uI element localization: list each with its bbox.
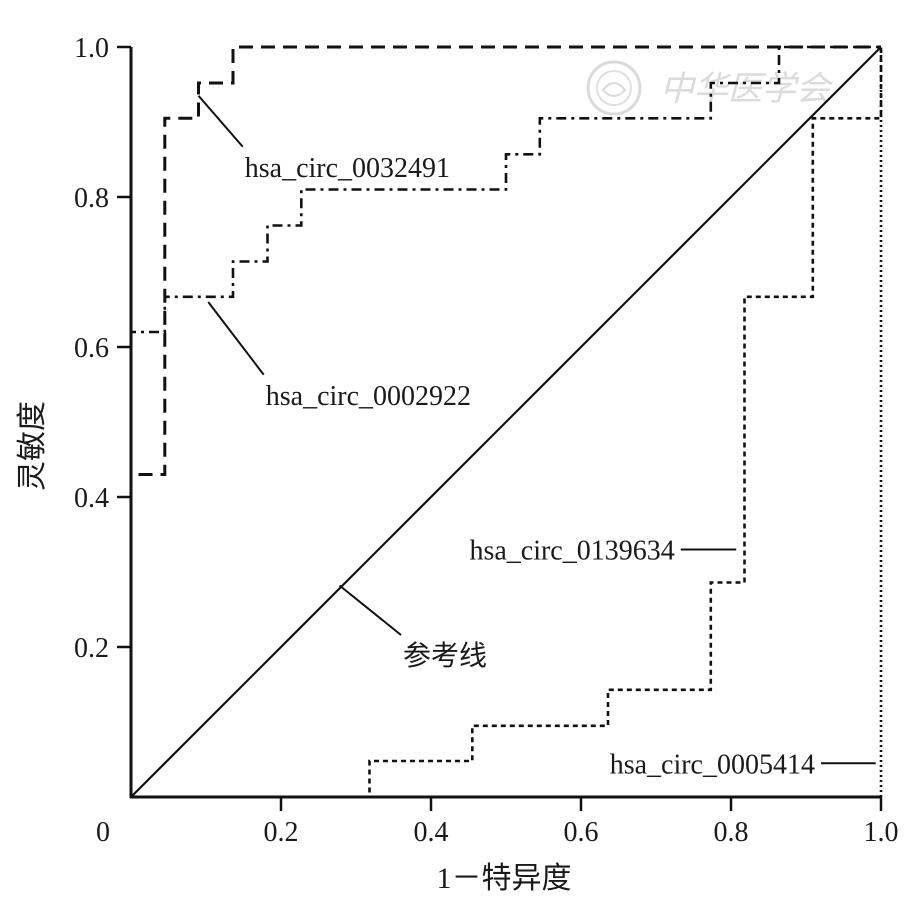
series-line-hsa-circ-0139634 xyxy=(131,47,883,799)
axes: 0 0.2 0.4 0.6 0.8 1.0 0.2 0.4 0.6 0.8 1.0 1－特异度 灵敏度 xyxy=(16,33,899,895)
annotation-reference-line: 参考线 xyxy=(403,640,487,672)
y-tick-label: 0.8 xyxy=(74,183,109,214)
society-seal-icon xyxy=(586,60,642,116)
x-axis-label: 1－特异度 xyxy=(437,862,572,895)
series-line-reference xyxy=(130,46,882,798)
x-tick-label: 0.6 xyxy=(564,817,599,848)
x-tick-label: 0.2 xyxy=(264,817,299,848)
y-tick-label: 0.6 xyxy=(74,333,109,364)
leader-line-hsa-circ-0002922 xyxy=(207,301,265,376)
y-tick-label: 0.4 xyxy=(74,483,109,514)
annotation-hsa-circ-0002922: hsa_circ_0002922 xyxy=(266,381,471,412)
x-tick-label: 0 xyxy=(96,817,110,848)
watermark: 中华医学会 xyxy=(586,60,834,116)
y-axis-label: 灵敏度 xyxy=(16,401,49,491)
y-tick-label: 1.0 xyxy=(74,33,109,64)
annotation-hsa-circ-0005414: hsa_circ_0005414 xyxy=(610,749,815,780)
plot-area xyxy=(129,45,883,799)
y-tick-label: 0.2 xyxy=(74,633,109,664)
annotations: hsa_circ_0032491 hsa_circ_0002922 hsa_circ… xyxy=(197,95,876,780)
x-tick-label: 1.0 xyxy=(864,817,899,848)
annotation-hsa-circ-0139634: hsa_circ_0139634 xyxy=(469,536,674,567)
annotation-hsa-circ-0032491: hsa_circ_0032491 xyxy=(245,153,450,184)
series-line-hsa-circ-0032491 xyxy=(129,45,881,797)
series-line-hsa-circ-0002922 xyxy=(129,45,881,797)
x-tick-label: 0.8 xyxy=(714,817,749,848)
leader-line-reference-line xyxy=(338,584,402,636)
x-tick-label: 0.4 xyxy=(414,817,449,848)
leader-line-hsa-circ-0032491 xyxy=(197,95,244,148)
watermark-text: 中华医学会 xyxy=(660,69,834,109)
